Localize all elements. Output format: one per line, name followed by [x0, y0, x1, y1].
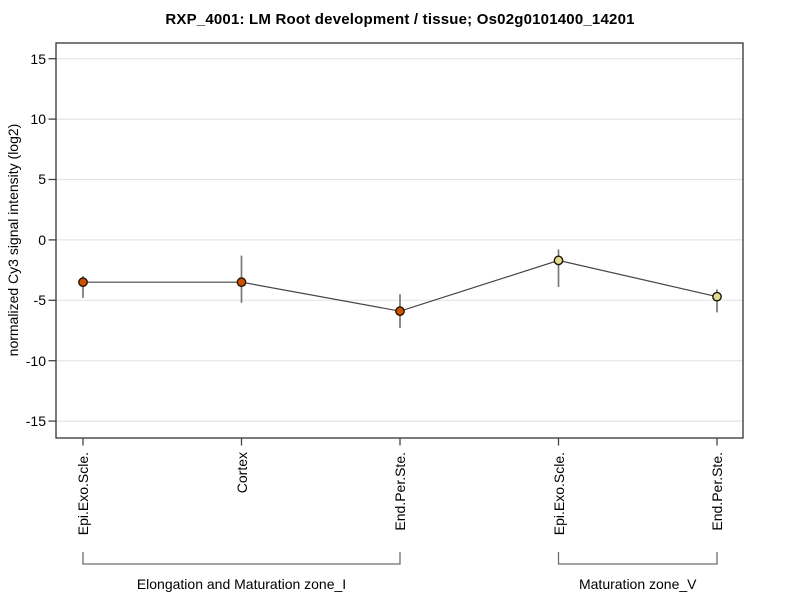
- y-tick-label: -15: [25, 413, 46, 430]
- x-category-label: Epi.Exo.Scle.: [550, 452, 567, 536]
- plot-frame: [55, 42, 744, 439]
- group-label: Elongation and Maturation zone_I: [136, 576, 347, 592]
- chart-title: RXP_4001: LM Root development / tissue; …: [165, 11, 635, 28]
- y-tick-label: -10: [25, 352, 46, 369]
- x-category-label: Epi.Exo.Scle.: [75, 452, 91, 536]
- data-point: [712, 291, 722, 302]
- y-tick-label: 0: [38, 231, 46, 248]
- data-point: [395, 306, 405, 317]
- data-point: [78, 277, 88, 288]
- x-category-label: End.Per.Ste.: [392, 452, 408, 531]
- x-category-label: Cortex: [233, 452, 250, 494]
- y-tick-label: 5: [38, 171, 46, 188]
- group-label: Maturation zone_V: [578, 576, 697, 592]
- y-tick-label: 15: [30, 50, 46, 67]
- group-bracket: [82, 552, 401, 565]
- y-tick-label: -5: [33, 292, 46, 309]
- x-category-label: End.Per.Ste.: [709, 452, 725, 531]
- group-bracket: [557, 552, 718, 565]
- y-tick-label: 10: [30, 111, 46, 128]
- data-point: [553, 255, 564, 266]
- data-point: [236, 277, 247, 288]
